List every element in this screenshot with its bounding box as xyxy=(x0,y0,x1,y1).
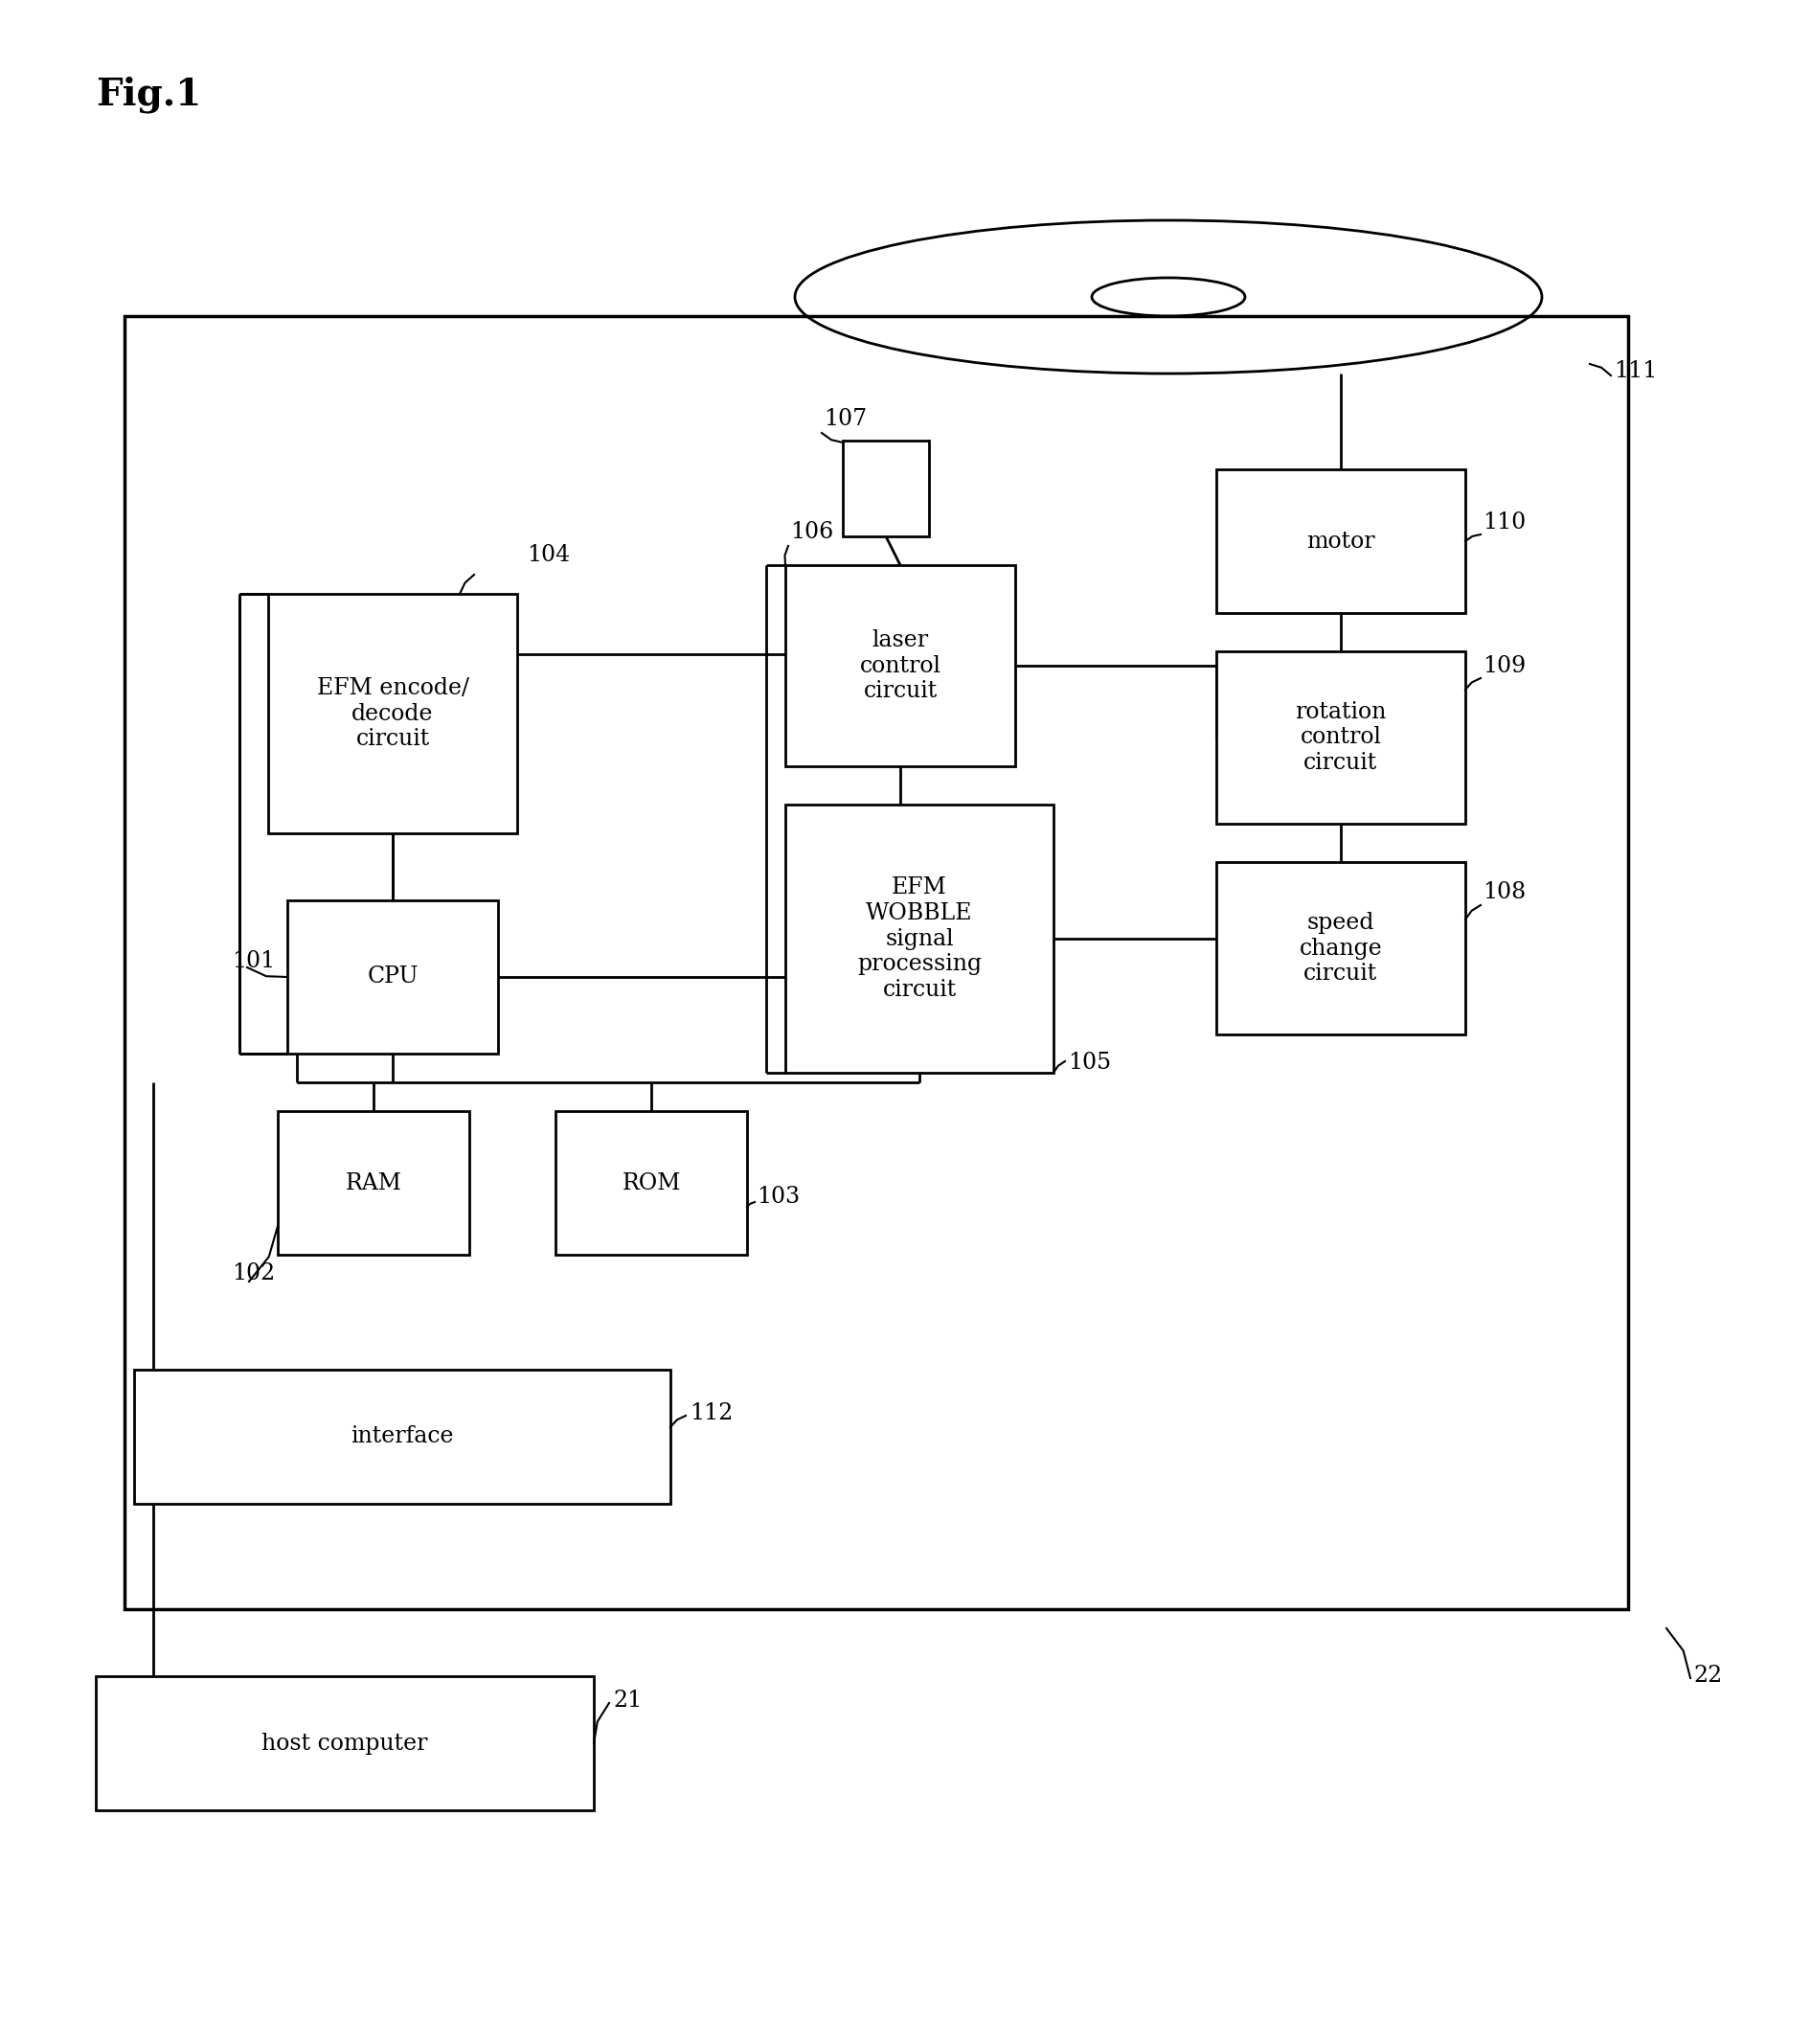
Text: RAM: RAM xyxy=(346,1171,402,1194)
Text: ROM: ROM xyxy=(622,1171,681,1194)
Bar xyxy=(556,1112,747,1255)
Bar xyxy=(288,899,498,1053)
Text: 101: 101 xyxy=(232,950,275,973)
Text: EFM
WOBBLE
signal
processing
circuit: EFM WOBBLE signal processing circuit xyxy=(857,877,982,1002)
Text: 105: 105 xyxy=(1067,1053,1111,1075)
Bar xyxy=(785,805,1053,1073)
Text: interface: interface xyxy=(352,1427,453,1447)
Bar xyxy=(1216,652,1466,824)
Text: rotation
control
circuit: rotation control circuit xyxy=(1296,701,1386,775)
Text: Fig.1: Fig.1 xyxy=(96,76,201,114)
Bar xyxy=(96,1676,594,1811)
Text: 112: 112 xyxy=(690,1402,734,1425)
Bar xyxy=(268,595,516,834)
Text: 102: 102 xyxy=(232,1263,275,1286)
Text: motor: motor xyxy=(1306,529,1375,552)
Text: 104: 104 xyxy=(527,544,571,566)
Text: EFM encode/
decode
circuit: EFM encode/ decode circuit xyxy=(317,677,469,750)
Text: 103: 103 xyxy=(757,1186,799,1208)
Bar xyxy=(1216,470,1466,613)
Text: 107: 107 xyxy=(824,409,866,431)
Text: 111: 111 xyxy=(1614,360,1658,382)
Bar xyxy=(843,442,930,536)
Bar xyxy=(1216,863,1466,1034)
Text: 22: 22 xyxy=(1692,1666,1721,1686)
Text: 110: 110 xyxy=(1482,511,1526,533)
Bar xyxy=(785,564,1015,766)
Bar xyxy=(134,1369,670,1504)
Text: host computer: host computer xyxy=(261,1731,428,1754)
Bar xyxy=(125,317,1629,1609)
Text: 106: 106 xyxy=(790,521,834,542)
Text: CPU: CPU xyxy=(368,967,419,987)
Text: 108: 108 xyxy=(1482,881,1526,903)
Text: 21: 21 xyxy=(612,1688,641,1711)
Text: 109: 109 xyxy=(1482,654,1526,677)
Text: speed
change
circuit: speed change circuit xyxy=(1299,912,1383,985)
Text: laser
control
circuit: laser control circuit xyxy=(859,630,940,703)
Bar xyxy=(277,1112,469,1255)
